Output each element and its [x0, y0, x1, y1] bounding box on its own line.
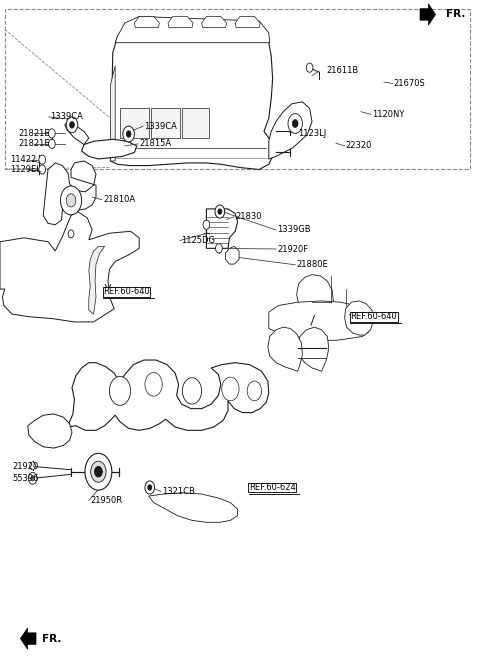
Circle shape	[182, 378, 202, 404]
Circle shape	[145, 373, 162, 396]
Bar	[5, 9, 470, 169]
Circle shape	[91, 461, 106, 482]
Polygon shape	[168, 16, 193, 28]
Circle shape	[216, 244, 222, 253]
Text: REF.60-640: REF.60-640	[350, 312, 397, 321]
Text: REF.60-640: REF.60-640	[103, 287, 150, 296]
Polygon shape	[206, 209, 238, 248]
Text: 1129EL: 1129EL	[10, 165, 40, 174]
Text: 21810A: 21810A	[103, 195, 135, 204]
Circle shape	[306, 63, 313, 72]
Text: 21880E: 21880E	[297, 260, 328, 269]
Text: 21830: 21830	[235, 212, 262, 221]
Circle shape	[145, 481, 155, 494]
Circle shape	[218, 209, 222, 214]
Polygon shape	[297, 275, 334, 332]
Circle shape	[85, 453, 112, 490]
Polygon shape	[115, 16, 270, 43]
Polygon shape	[226, 246, 239, 264]
Text: 1339CA: 1339CA	[50, 112, 83, 122]
Circle shape	[70, 122, 74, 128]
Polygon shape	[268, 327, 302, 371]
Circle shape	[247, 381, 262, 401]
Text: 21821E: 21821E	[18, 139, 50, 148]
Polygon shape	[298, 327, 329, 371]
Polygon shape	[235, 16, 260, 28]
Polygon shape	[20, 628, 36, 649]
Polygon shape	[420, 4, 435, 25]
Text: FR.: FR.	[446, 9, 466, 20]
Polygon shape	[149, 493, 238, 522]
Polygon shape	[67, 360, 269, 430]
Circle shape	[126, 131, 131, 137]
Circle shape	[148, 485, 152, 490]
Polygon shape	[28, 414, 72, 448]
Polygon shape	[151, 108, 180, 138]
Text: 55396: 55396	[12, 474, 38, 483]
Text: 21670S: 21670S	[394, 79, 425, 88]
Text: FR.: FR.	[42, 633, 61, 644]
Polygon shape	[345, 301, 373, 335]
Text: 1321CB: 1321CB	[162, 487, 195, 496]
Text: 1123LJ: 1123LJ	[298, 129, 326, 138]
Polygon shape	[110, 16, 274, 170]
Circle shape	[28, 472, 37, 484]
Text: 11422: 11422	[10, 155, 36, 164]
Circle shape	[288, 114, 302, 133]
Polygon shape	[0, 212, 139, 322]
Circle shape	[60, 186, 82, 215]
Circle shape	[109, 376, 131, 405]
Circle shape	[39, 165, 46, 174]
Polygon shape	[120, 108, 149, 138]
Polygon shape	[269, 301, 371, 340]
Text: 1125DG: 1125DG	[181, 236, 216, 245]
Polygon shape	[269, 102, 312, 159]
Circle shape	[66, 117, 78, 133]
Polygon shape	[110, 66, 115, 161]
Text: 21815A: 21815A	[139, 139, 171, 148]
Polygon shape	[43, 161, 96, 225]
Circle shape	[203, 220, 210, 229]
Polygon shape	[65, 122, 89, 145]
Circle shape	[222, 377, 239, 401]
Circle shape	[48, 129, 55, 138]
Polygon shape	[134, 16, 159, 28]
Text: 1120NY: 1120NY	[372, 110, 404, 119]
Text: REF.60-624: REF.60-624	[249, 483, 295, 492]
Text: 22320: 22320	[346, 141, 372, 150]
Circle shape	[292, 120, 298, 127]
Polygon shape	[202, 16, 227, 28]
Text: 21920F: 21920F	[277, 244, 309, 254]
Circle shape	[123, 126, 134, 142]
Text: 21611B: 21611B	[326, 66, 359, 76]
Text: 21920: 21920	[12, 462, 38, 471]
Circle shape	[66, 194, 76, 207]
Polygon shape	[182, 108, 209, 138]
Circle shape	[48, 139, 55, 148]
Circle shape	[95, 466, 102, 477]
Text: 21950R: 21950R	[90, 496, 122, 505]
Circle shape	[68, 230, 74, 238]
Text: 1339CA: 1339CA	[144, 122, 177, 131]
Circle shape	[31, 476, 35, 481]
Circle shape	[215, 205, 225, 218]
Text: 21821E: 21821E	[18, 129, 50, 138]
Text: 1339GB: 1339GB	[277, 225, 311, 235]
Circle shape	[30, 462, 36, 470]
Polygon shape	[89, 246, 105, 314]
Polygon shape	[82, 139, 137, 159]
Circle shape	[39, 155, 46, 164]
